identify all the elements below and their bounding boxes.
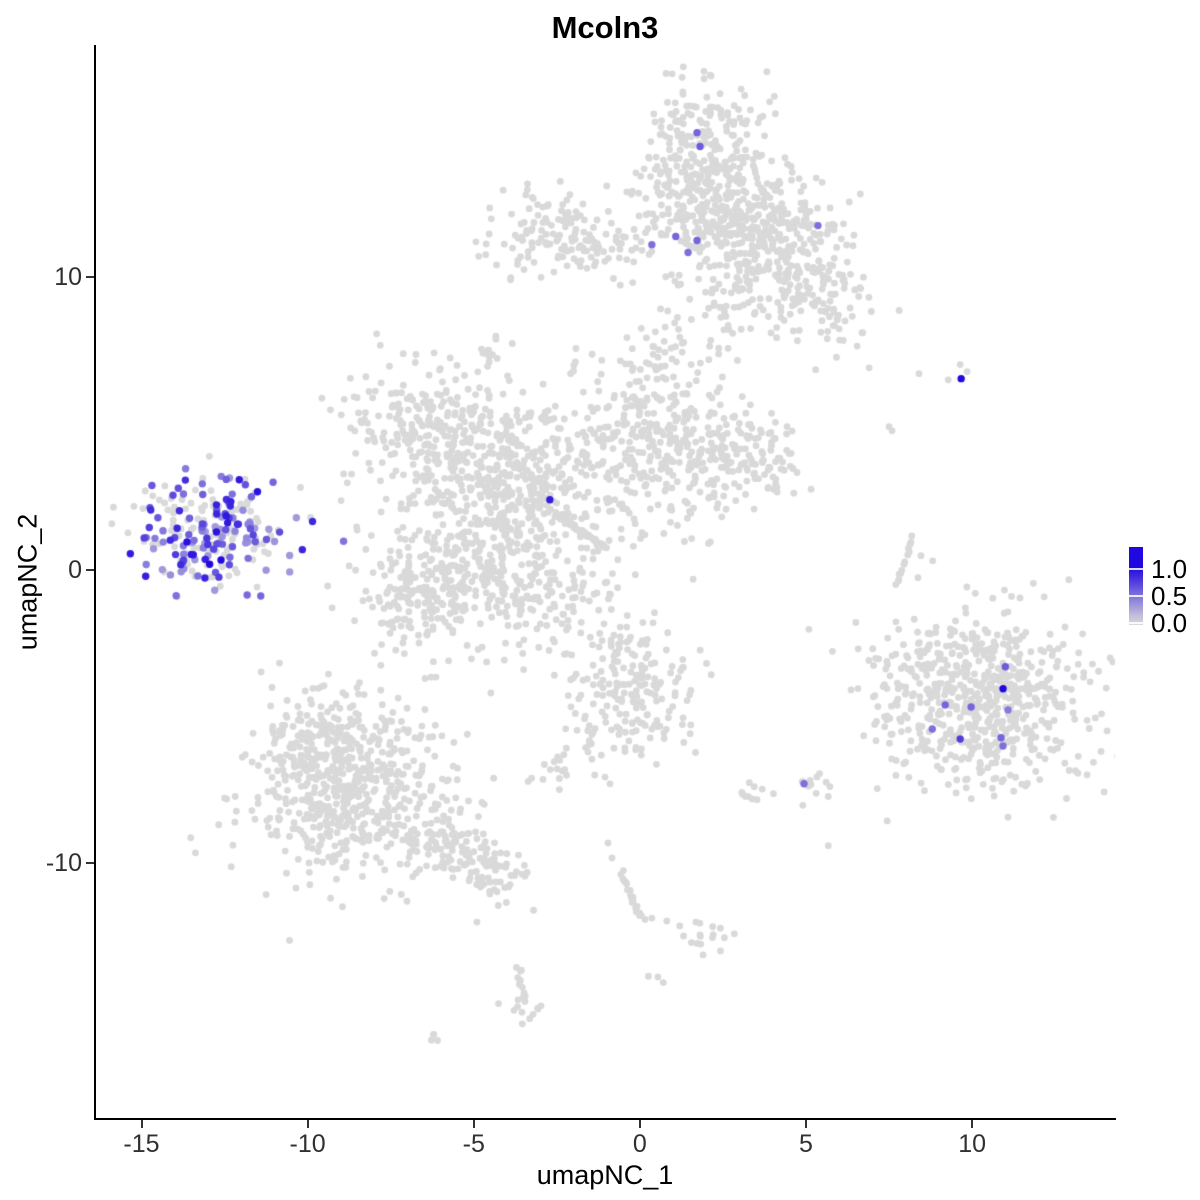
x-tick-label: 10 <box>958 1130 987 1158</box>
y-tick-mark <box>86 568 94 571</box>
y-axis-line <box>94 45 96 1120</box>
x-tick-mark <box>306 1120 309 1128</box>
legend-tick-mark <box>1129 594 1143 597</box>
legend-gradient-bar <box>1129 547 1143 625</box>
y-tick-label: 10 <box>54 262 82 291</box>
legend-label: 0.0 <box>1151 607 1188 638</box>
y-tick-label: 0 <box>68 555 82 584</box>
x-tick-label: -15 <box>123 1130 160 1158</box>
y-axis-title-text: umapNC_2 <box>12 513 43 651</box>
x-tick-label: -5 <box>462 1130 485 1158</box>
x-tick-label: -10 <box>289 1130 326 1158</box>
x-tick-mark <box>805 1120 807 1128</box>
x-tick-mark <box>971 1120 974 1128</box>
x-tick-mark <box>638 1120 641 1128</box>
x-tick-label: 5 <box>799 1130 813 1158</box>
color-legend: 1.0 0.5 0.0 <box>1125 540 1200 638</box>
x-tick-label: 0 <box>632 1130 647 1158</box>
legend-tick-mark <box>1129 621 1143 624</box>
x-axis-line <box>94 1118 1116 1120</box>
x-tick-mark <box>472 1120 475 1128</box>
y-tick-mark <box>86 861 94 864</box>
plot-title: Mcoln3 <box>551 10 659 45</box>
x-tick-mark <box>140 1120 143 1128</box>
legend-tick-mark <box>1129 568 1143 571</box>
y-tick-mark <box>86 275 94 278</box>
y-tick-label: -10 <box>45 848 82 877</box>
legend-label: 0.5 <box>1151 580 1188 611</box>
legend-label: 1.0 <box>1151 554 1188 585</box>
x-axis-title: umapNC_1 <box>536 1160 674 1190</box>
